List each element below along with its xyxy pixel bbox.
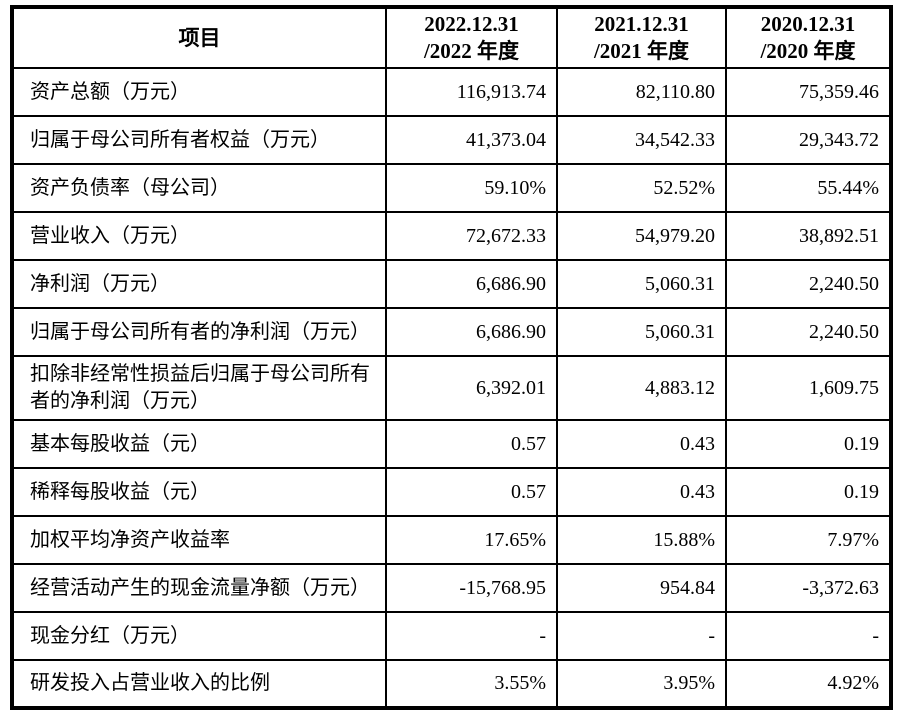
column-header-2020: 2020.12.31 /2020 年度 [725, 6, 892, 69]
row-value-2020: 0.19 [725, 419, 892, 469]
row-value-2020: 1,609.75 [725, 355, 892, 421]
row-label: 扣除非经常性损益后归属于母公司所有者的净利润（万元） [11, 355, 387, 421]
table-row: 稀释每股收益（元） 0.57 0.43 0.19 [11, 467, 892, 517]
table-row: 净利润（万元） 6,686.90 5,060.31 2,240.50 [11, 259, 892, 309]
table-row: 资产负债率（母公司） 59.10% 52.52% 55.44% [11, 163, 892, 213]
row-label: 净利润（万元） [11, 259, 387, 309]
row-label: 稀释每股收益（元） [11, 467, 387, 517]
column-header-period: /2020 年度 [760, 39, 856, 63]
row-value-2022: 17.65% [385, 515, 558, 565]
table-row: 加权平均净资产收益率 17.65% 15.88% 7.97% [11, 515, 892, 565]
row-label: 加权平均净资产收益率 [11, 515, 387, 565]
row-value-2021: - [556, 611, 727, 661]
table-row: 研发投入占营业收入的比例 3.55% 3.95% 4.92% [11, 659, 892, 709]
row-value-2021: 34,542.33 [556, 115, 727, 165]
row-value-2021: 54,979.20 [556, 211, 727, 261]
row-value-2020: 0.19 [725, 467, 892, 517]
row-value-2021: 5,060.31 [556, 259, 727, 309]
row-value-2022: 41,373.04 [385, 115, 558, 165]
row-value-2022: 0.57 [385, 419, 558, 469]
column-header-2022: 2022.12.31 /2022 年度 [385, 6, 558, 69]
row-value-2022: -15,768.95 [385, 563, 558, 613]
row-value-2022: 6,392.01 [385, 355, 558, 421]
row-label: 经营活动产生的现金流量净额（万元） [11, 563, 387, 613]
row-value-2021: 4,883.12 [556, 355, 727, 421]
financial-summary-table: 项目 2022.12.31 /2022 年度 2021.12.31 /2021 … [10, 5, 893, 710]
column-header-period: /2021 年度 [593, 39, 690, 63]
row-value-2022: 3.55% [385, 659, 558, 709]
row-value-2020: 2,240.50 [725, 307, 892, 357]
row-value-2021: 5,060.31 [556, 307, 727, 357]
table-row: 归属于母公司所有者权益（万元） 41,373.04 34,542.33 29,3… [11, 115, 892, 165]
row-label: 归属于母公司所有者的净利润（万元） [11, 307, 387, 357]
column-header-period: /2022 年度 [423, 39, 520, 63]
table-row: 基本每股收益（元） 0.57 0.43 0.19 [11, 419, 892, 469]
row-label: 归属于母公司所有者权益（万元） [11, 115, 387, 165]
row-value-2022: 6,686.90 [385, 259, 558, 309]
column-header-item-label: 项目 [178, 25, 221, 50]
row-label: 研发投入占营业收入的比例 [11, 659, 387, 709]
row-value-2020: 4.92% [725, 659, 892, 709]
table-row: 现金分红（万元） - - - [11, 611, 892, 661]
row-value-2022: 72,672.33 [385, 211, 558, 261]
column-header-date: 2022.12.31 [424, 12, 519, 36]
row-value-2022: 6,686.90 [385, 307, 558, 357]
row-label: 资产负债率（母公司） [11, 163, 387, 213]
row-value-2021: 0.43 [556, 419, 727, 469]
row-value-2022: 116,913.74 [385, 67, 558, 117]
table-row: 营业收入（万元） 72,672.33 54,979.20 38,892.51 [11, 211, 892, 261]
header-row: 项目 2022.12.31 /2022 年度 2021.12.31 /2021 … [11, 6, 892, 69]
table-row: 扣除非经常性损益后归属于母公司所有者的净利润（万元） 6,392.01 4,88… [11, 355, 892, 421]
row-value-2020: - [725, 611, 892, 661]
column-header-date: 2021.12.31 [594, 12, 689, 36]
row-value-2022: - [385, 611, 558, 661]
column-header-date: 2020.12.31 [760, 12, 856, 36]
row-value-2021: 0.43 [556, 467, 727, 517]
row-label: 资产总额（万元） [11, 67, 387, 117]
table-row: 归属于母公司所有者的净利润（万元） 6,686.90 5,060.31 2,24… [11, 307, 892, 357]
row-value-2022: 59.10% [385, 163, 558, 213]
table-row: 资产总额（万元） 116,913.74 82,110.80 75,359.46 [11, 67, 892, 117]
row-label: 营业收入（万元） [11, 211, 387, 261]
row-value-2020: 2,240.50 [725, 259, 892, 309]
row-value-2021: 954.84 [556, 563, 727, 613]
table-row: 经营活动产生的现金流量净额（万元） -15,768.95 954.84 -3,3… [11, 563, 892, 613]
row-value-2021: 15.88% [556, 515, 727, 565]
row-label: 现金分红（万元） [11, 611, 387, 661]
row-value-2020: 75,359.46 [725, 67, 892, 117]
row-value-2020: 55.44% [725, 163, 892, 213]
row-value-2021: 52.52% [556, 163, 727, 213]
row-value-2021: 3.95% [556, 659, 727, 709]
row-value-2022: 0.57 [385, 467, 558, 517]
column-header-item: 项目 [11, 6, 387, 69]
row-value-2020: 29,343.72 [725, 115, 892, 165]
row-value-2020: 38,892.51 [725, 211, 892, 261]
row-value-2020: -3,372.63 [725, 563, 892, 613]
row-value-2021: 82,110.80 [556, 67, 727, 117]
column-header-2021: 2021.12.31 /2021 年度 [556, 6, 727, 69]
row-value-2020: 7.97% [725, 515, 892, 565]
row-label: 基本每股收益（元） [11, 419, 387, 469]
